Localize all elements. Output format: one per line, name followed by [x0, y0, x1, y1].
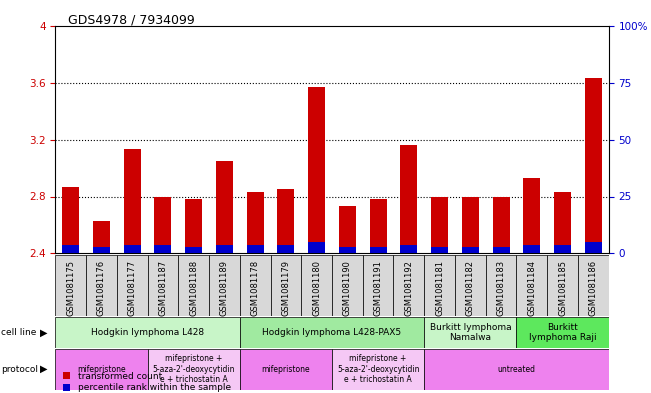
Bar [455, 255, 486, 316]
Bar [339, 247, 356, 253]
Bar [55, 317, 240, 348]
Text: GSM1081178: GSM1081178 [251, 260, 260, 316]
Bar [124, 245, 141, 253]
Bar [393, 255, 424, 316]
Bar [178, 255, 209, 316]
Text: ▶: ▶ [40, 364, 48, 374]
Bar [186, 199, 202, 253]
Bar [578, 255, 609, 316]
Text: GSM1081183: GSM1081183 [497, 260, 506, 316]
Bar [117, 255, 148, 316]
Text: ▶: ▶ [40, 327, 48, 338]
Bar [370, 199, 387, 253]
Text: GSM1081189: GSM1081189 [220, 260, 229, 316]
Legend: transformed count, percentile rank within the sample: transformed count, percentile rank withi… [63, 372, 230, 393]
Text: mifepristone: mifepristone [77, 365, 126, 374]
Bar [86, 255, 117, 316]
Text: GSM1081187: GSM1081187 [158, 260, 167, 316]
Text: mifepristone: mifepristone [262, 365, 311, 374]
Text: Burkitt lymphoma
Namalwa: Burkitt lymphoma Namalwa [430, 323, 511, 342]
Text: cell line: cell line [1, 328, 36, 337]
Bar [240, 317, 424, 348]
Text: GDS4978 / 7934099: GDS4978 / 7934099 [68, 14, 195, 27]
Bar [424, 317, 516, 348]
Bar [247, 192, 264, 253]
Bar [431, 196, 448, 253]
Bar [209, 255, 240, 316]
Text: GSM1081179: GSM1081179 [281, 260, 290, 316]
Bar [363, 255, 393, 316]
Bar [332, 255, 363, 316]
Bar [370, 247, 387, 253]
Text: GSM1081176: GSM1081176 [97, 260, 106, 316]
Bar [523, 245, 540, 253]
Bar [431, 247, 448, 253]
Bar [55, 349, 148, 390]
Bar [516, 317, 609, 348]
Text: GSM1081191: GSM1081191 [374, 260, 383, 316]
Bar [277, 189, 294, 253]
Bar [240, 349, 332, 390]
Text: GSM1081188: GSM1081188 [189, 260, 198, 316]
Bar [424, 255, 455, 316]
Bar [93, 247, 110, 253]
Bar [62, 187, 79, 253]
Bar [516, 255, 547, 316]
Text: Hodgkin lymphoma L428: Hodgkin lymphoma L428 [91, 328, 204, 337]
Bar [523, 178, 540, 253]
Bar [240, 255, 271, 316]
Bar [585, 242, 602, 253]
Bar [585, 78, 602, 253]
Bar [216, 161, 233, 253]
Bar [400, 245, 417, 253]
Bar [486, 255, 516, 316]
Text: GSM1081186: GSM1081186 [589, 260, 598, 316]
Bar [186, 247, 202, 253]
Bar [148, 349, 240, 390]
Bar [547, 255, 578, 316]
Text: GSM1081184: GSM1081184 [527, 260, 536, 316]
Bar [554, 192, 571, 253]
Bar [216, 245, 233, 253]
Text: GSM1081182: GSM1081182 [466, 260, 475, 316]
Text: GSM1081177: GSM1081177 [128, 260, 137, 316]
Bar [462, 247, 478, 253]
Text: mifepristone +
5-aza-2'-deoxycytidin
e + trichostatin A: mifepristone + 5-aza-2'-deoxycytidin e +… [337, 354, 419, 384]
Bar [493, 247, 510, 253]
Bar [301, 255, 332, 316]
Bar [154, 245, 171, 253]
Bar [308, 87, 325, 253]
Text: GSM1081185: GSM1081185 [558, 260, 567, 316]
Bar [148, 255, 178, 316]
Bar [493, 196, 510, 253]
Text: untreated: untreated [497, 365, 536, 374]
Bar [308, 242, 325, 253]
Bar [462, 196, 478, 253]
Bar [62, 245, 79, 253]
Bar [124, 149, 141, 253]
Bar [55, 255, 86, 316]
Text: GSM1081180: GSM1081180 [312, 260, 321, 316]
Bar [271, 255, 301, 316]
Bar [277, 245, 294, 253]
Text: GSM1081175: GSM1081175 [66, 260, 76, 316]
Bar [339, 206, 356, 253]
Bar [154, 196, 171, 253]
Bar [247, 245, 264, 253]
Text: GSM1081192: GSM1081192 [404, 260, 413, 316]
Bar [332, 349, 424, 390]
Text: mifepristone +
5-aza-2'-deoxycytidin
e + trichostatin A: mifepristone + 5-aza-2'-deoxycytidin e +… [152, 354, 235, 384]
Text: GSM1081181: GSM1081181 [435, 260, 444, 316]
Bar [554, 245, 571, 253]
Text: Hodgkin lymphoma L428-PAX5: Hodgkin lymphoma L428-PAX5 [262, 328, 402, 337]
Text: GSM1081190: GSM1081190 [343, 260, 352, 316]
Bar [93, 221, 110, 253]
Bar [424, 349, 609, 390]
Text: protocol: protocol [1, 365, 38, 374]
Text: Burkitt
lymphoma Raji: Burkitt lymphoma Raji [529, 323, 596, 342]
Bar [400, 145, 417, 253]
